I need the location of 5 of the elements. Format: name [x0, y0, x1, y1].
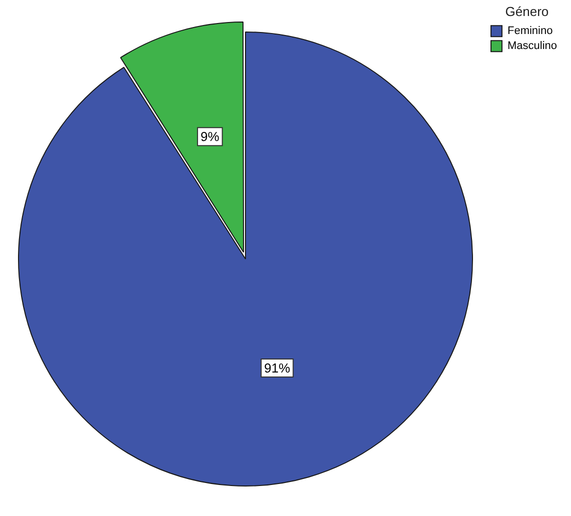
legend-label: Masculino	[507, 40, 558, 52]
legend-title: Género	[505, 4, 549, 20]
legend-label: Feminino	[507, 25, 553, 38]
data-label: 91%	[264, 360, 291, 376]
data-label: 9%	[200, 129, 220, 144]
